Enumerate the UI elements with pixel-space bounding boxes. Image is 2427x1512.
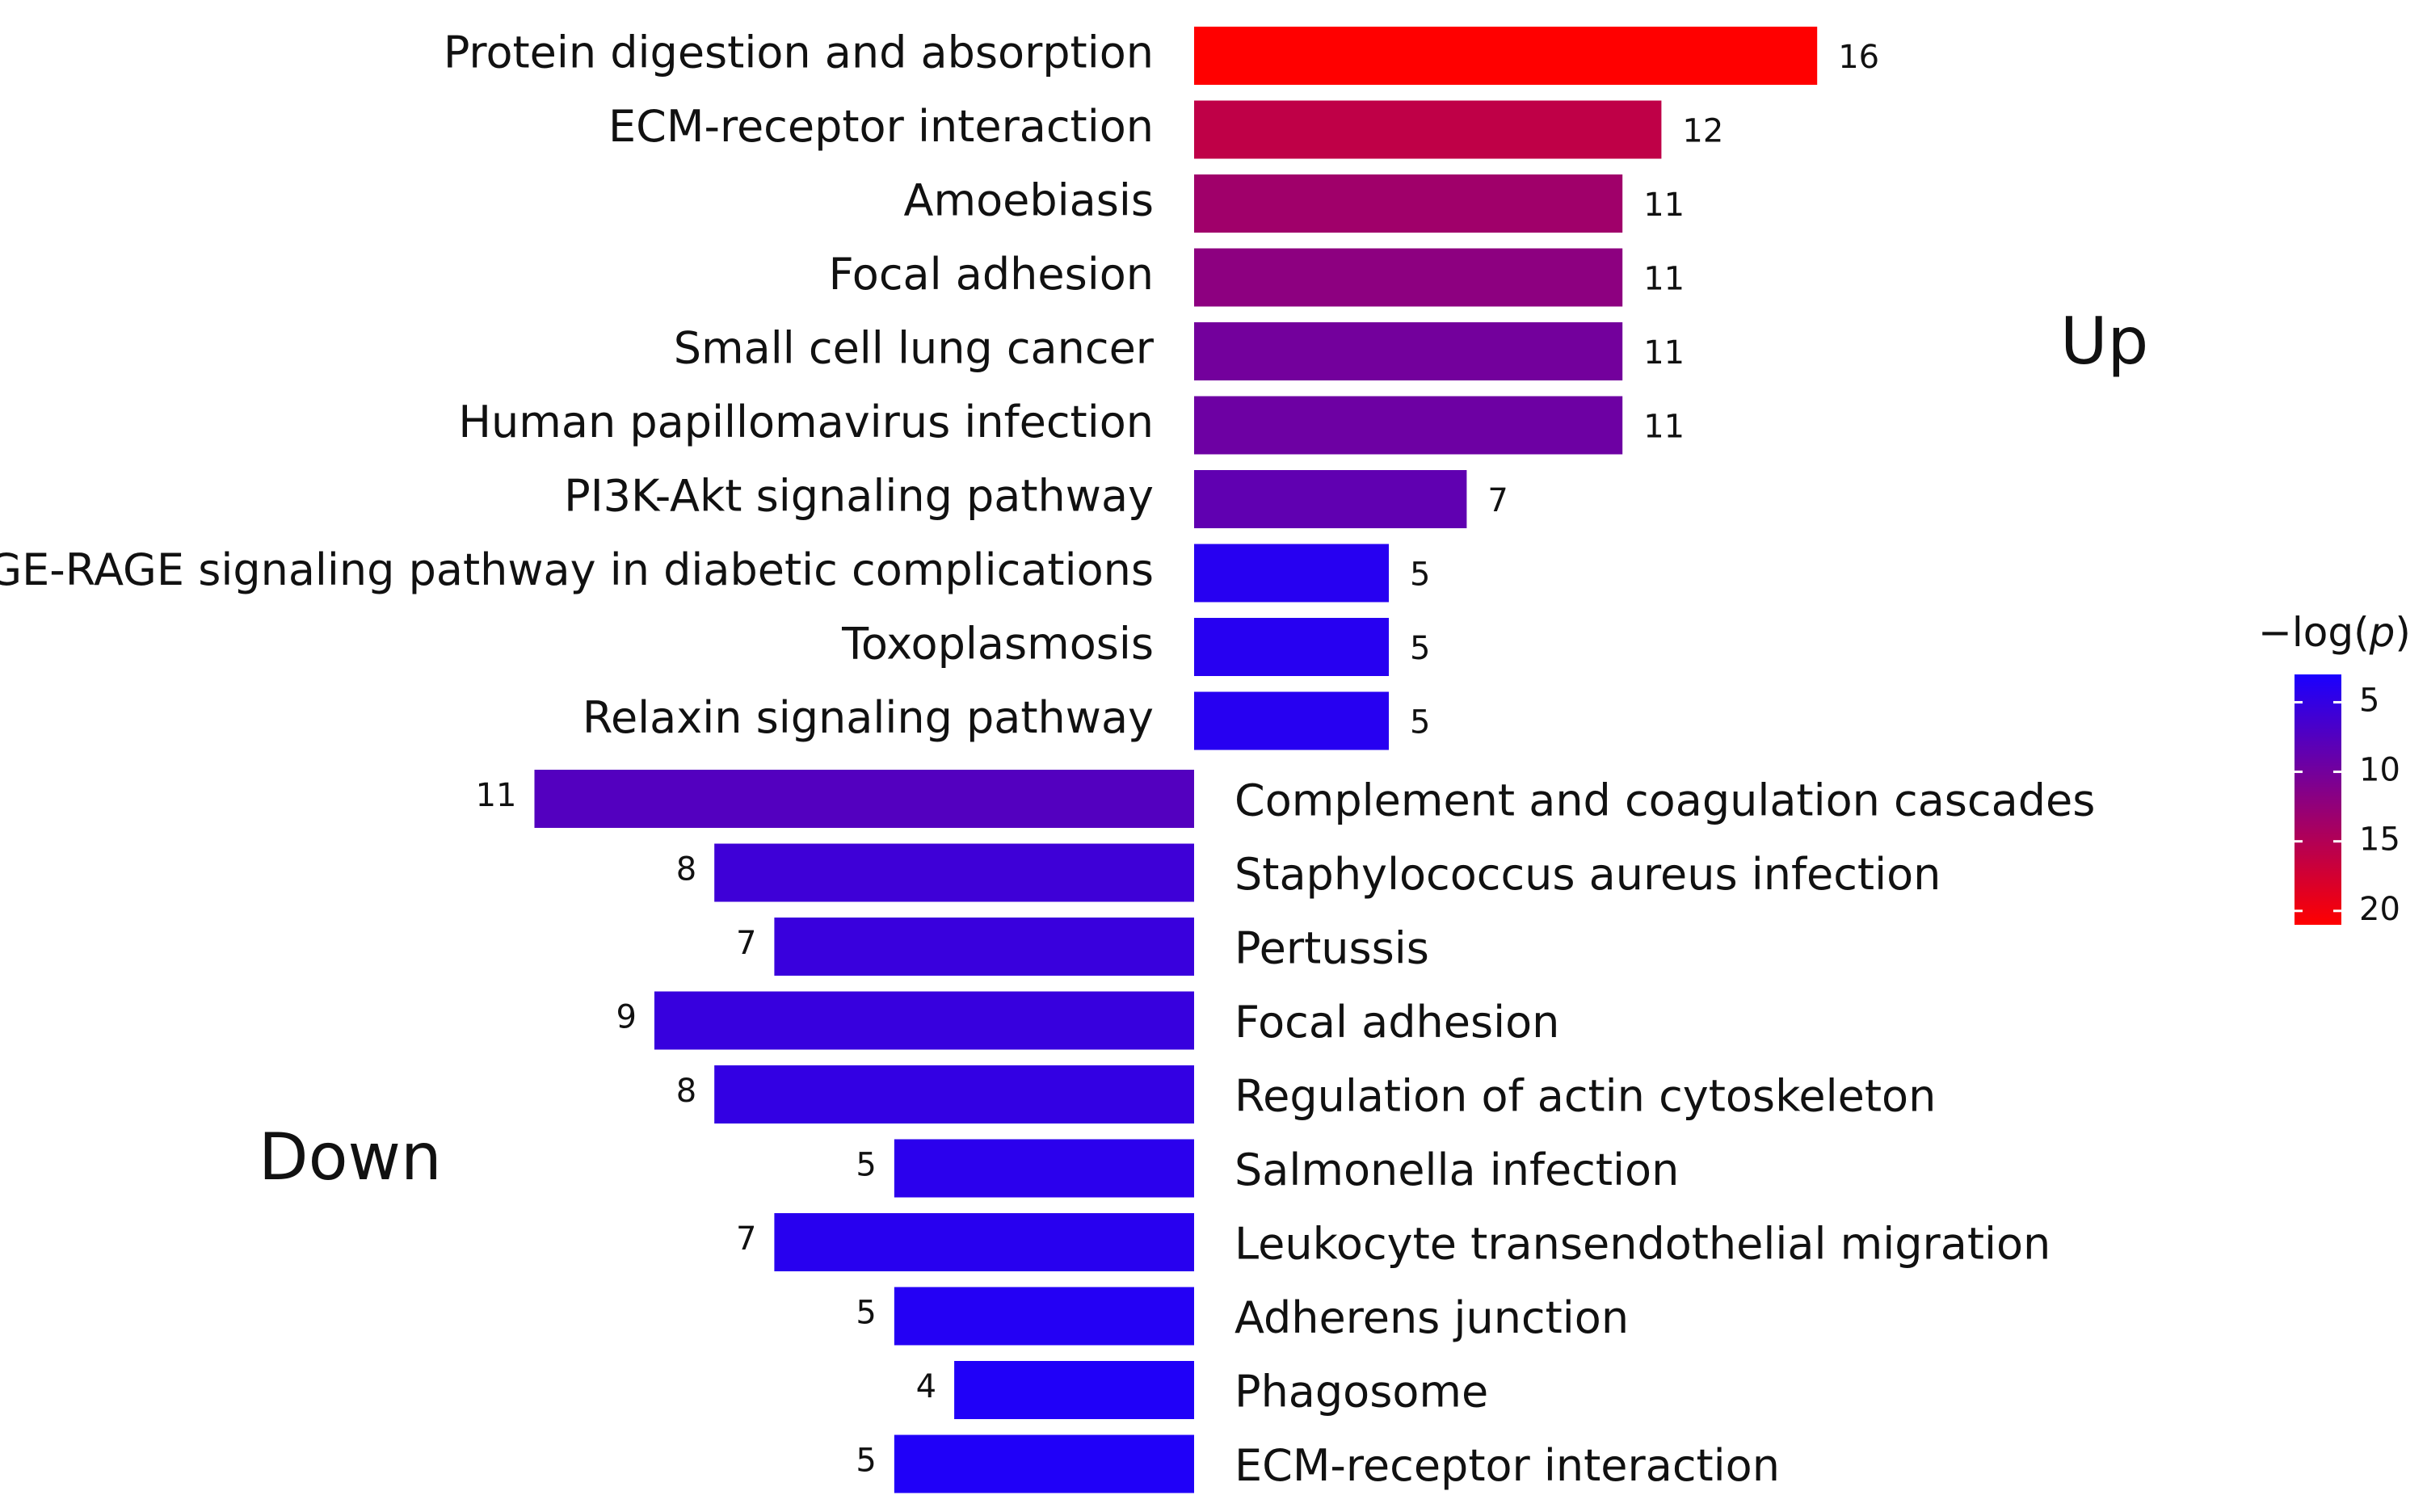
down-count-label: 4 bbox=[916, 1368, 936, 1405]
up-pathway-label: Relaxin signaling pathway bbox=[583, 692, 1154, 743]
down-pathway-label: Pertussis bbox=[1235, 923, 1429, 974]
up-count-label: 16 bbox=[1838, 39, 1879, 76]
up-count-label: 5 bbox=[1410, 704, 1430, 741]
up-bar bbox=[1194, 174, 1623, 233]
down-count-label: 9 bbox=[616, 999, 636, 1036]
down-group-label: Down bbox=[259, 1119, 442, 1195]
down-count-label: 5 bbox=[856, 1295, 876, 1332]
up-pathway-label: Focal adhesion bbox=[829, 249, 1154, 300]
down-regulated-bars: Complement and coagulation cascades 11 Sta… bbox=[476, 770, 2095, 1493]
down-bar bbox=[894, 1434, 1194, 1493]
down-bar bbox=[774, 1213, 1194, 1271]
down-bar bbox=[654, 991, 1194, 1050]
up-pathway-label: Small cell lung cancer bbox=[674, 323, 1155, 374]
up-pathway-label: Human papillomavirus infection bbox=[458, 397, 1154, 447]
up-pathway-label: AGE-RAGE signaling pathway in diabetic c… bbox=[0, 544, 1154, 595]
down-pathway-label: Leukocyte transendothelial migration bbox=[1235, 1219, 2051, 1270]
down-count-label: 5 bbox=[856, 1443, 876, 1480]
down-bar bbox=[774, 918, 1194, 976]
down-bar bbox=[894, 1139, 1194, 1198]
up-count-label: 11 bbox=[1643, 261, 1685, 298]
legend-title: −log(p) bbox=[2258, 609, 2411, 656]
up-count-label: 7 bbox=[1487, 482, 1508, 519]
up-bar bbox=[1194, 27, 1818, 85]
up-bar bbox=[1194, 691, 1389, 750]
down-count-label: 5 bbox=[856, 1147, 876, 1184]
down-count-label: 8 bbox=[676, 1073, 696, 1110]
legend-title-prefix: −log( bbox=[2258, 609, 2370, 656]
up-count-label: 11 bbox=[1643, 409, 1685, 446]
up-pathway-label: PI3K-Akt signaling pathway bbox=[564, 471, 1154, 522]
down-pathway-label: Salmonella infection bbox=[1235, 1144, 1679, 1195]
down-count-label: 8 bbox=[676, 851, 696, 888]
legend-tick-label: 5 bbox=[2359, 682, 2379, 719]
up-bar bbox=[1194, 618, 1389, 676]
legend-title-suffix: ) bbox=[2395, 609, 2411, 656]
down-pathway-label: Staphylococcus aureus infection bbox=[1235, 849, 1941, 900]
color-legend: −log(p) 5 10 15 20 bbox=[2258, 609, 2411, 928]
legend-color-bar bbox=[2295, 674, 2341, 925]
legend-ticks: 5 10 15 20 bbox=[2295, 682, 2400, 928]
legend-tick-label: 15 bbox=[2359, 821, 2400, 859]
up-count-label: 5 bbox=[1410, 630, 1430, 667]
down-pathway-label: Phagosome bbox=[1235, 1367, 1488, 1418]
up-pathway-label: Protein digestion and absorption bbox=[444, 27, 1154, 78]
up-group-label: Up bbox=[2060, 304, 2148, 379]
up-pathway-label: ECM-receptor interaction bbox=[608, 101, 1154, 152]
up-count-label: 11 bbox=[1643, 334, 1685, 372]
up-bar bbox=[1194, 396, 1623, 455]
legend-tick-label: 10 bbox=[2359, 752, 2400, 789]
down-bar bbox=[714, 843, 1194, 902]
up-bar bbox=[1194, 322, 1623, 380]
down-bar bbox=[714, 1065, 1194, 1124]
up-count-label: 12 bbox=[1682, 113, 1723, 150]
down-pathway-label: Adherens junction bbox=[1235, 1292, 1629, 1343]
down-count-label: 7 bbox=[736, 925, 756, 962]
up-count-label: 5 bbox=[1410, 556, 1430, 594]
up-bar bbox=[1194, 248, 1623, 307]
legend-tick-label: 20 bbox=[2359, 891, 2400, 928]
up-pathway-label: Toxoplasmosis bbox=[841, 619, 1154, 670]
down-bar bbox=[954, 1361, 1194, 1419]
down-count-label: 11 bbox=[476, 777, 517, 814]
down-pathway-label: Focal adhesion bbox=[1235, 997, 1559, 1048]
down-pathway-label: Complement and coagulation cascades bbox=[1235, 775, 2095, 826]
down-bar bbox=[894, 1287, 1194, 1346]
down-bar bbox=[534, 770, 1194, 828]
legend-title-variable: p bbox=[2369, 609, 2395, 656]
up-count-label: 11 bbox=[1643, 187, 1685, 224]
up-bar bbox=[1194, 100, 1662, 159]
down-pathway-label: Regulation of actin cytoskeleton bbox=[1235, 1071, 1936, 1122]
up-pathway-label: Amoebiasis bbox=[904, 175, 1154, 226]
down-pathway-label: ECM-receptor interaction bbox=[1235, 1440, 1780, 1491]
up-bar bbox=[1194, 470, 1467, 528]
up-regulated-bars: Protein digestion and absorption 16 ECM-re… bbox=[0, 27, 1879, 750]
down-count-label: 7 bbox=[736, 1220, 756, 1258]
up-bar bbox=[1194, 544, 1389, 603]
